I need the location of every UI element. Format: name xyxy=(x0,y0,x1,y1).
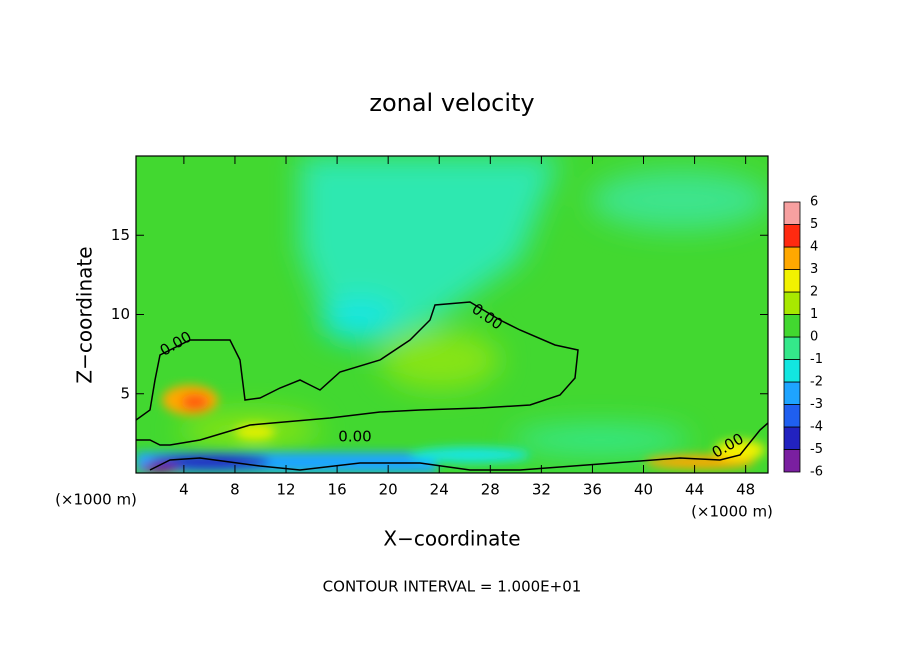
colorbar-box xyxy=(783,314,801,338)
x-tick-label: 40 xyxy=(634,481,653,499)
x-tick-label: 8 xyxy=(230,481,240,499)
x-tick-label: 28 xyxy=(481,481,500,499)
x-tick-label: 24 xyxy=(430,481,449,499)
colorbar-box xyxy=(783,269,801,293)
colorbar-label: -5 xyxy=(810,442,823,457)
footer-note: CONTOUR INTERVAL = 1.000E+01 xyxy=(323,578,582,596)
colorbar-label: -4 xyxy=(810,420,823,435)
x-tick-label: 44 xyxy=(685,481,704,499)
x-tick-label: 4 xyxy=(179,481,189,499)
colorbar-label: -6 xyxy=(810,465,823,480)
colorbar-label: 0 xyxy=(810,330,818,345)
colorbar-box xyxy=(783,381,801,405)
colorbar-box xyxy=(783,336,801,360)
colorbar-label: 5 xyxy=(810,217,818,232)
colorbar-label: 6 xyxy=(810,195,818,210)
x-unit-left: (×1000 m) xyxy=(55,491,137,509)
colorbar-label: -3 xyxy=(810,397,823,412)
colorbar-label: 1 xyxy=(810,307,818,322)
contour-line xyxy=(136,301,768,471)
y-tick-label: 5 xyxy=(120,384,130,402)
x-tick-label: 12 xyxy=(276,481,295,499)
colorbar-box xyxy=(783,246,801,270)
y-tick-label: 10 xyxy=(111,305,130,323)
x-tick-label: 48 xyxy=(736,481,755,499)
colorbar-box xyxy=(783,201,801,225)
x-unit-right: (×1000 m) xyxy=(691,503,773,521)
colorbar-box xyxy=(783,291,801,315)
field-shading xyxy=(136,156,768,473)
colorbar-label: 3 xyxy=(810,262,818,277)
x-tick-label: 36 xyxy=(583,481,602,499)
x-tick-label: 32 xyxy=(532,481,551,499)
colorbar-box xyxy=(783,426,801,450)
colorbar-box xyxy=(783,359,801,383)
colorbar-box xyxy=(783,404,801,428)
colorbar-label: 2 xyxy=(810,285,818,300)
x-tick-label: 16 xyxy=(328,481,347,499)
colorbar-label: 4 xyxy=(810,240,818,255)
colorbar-box xyxy=(783,449,801,473)
x-axis-label: X−coordinate xyxy=(383,527,520,551)
x-tick-label: 20 xyxy=(379,481,398,499)
colorbar-label: -2 xyxy=(810,375,823,390)
contour-label: 0.00 xyxy=(338,428,371,446)
y-tick-label: 15 xyxy=(111,226,130,244)
y-axis-label: Z−coordinate xyxy=(73,246,97,383)
chart-title: zonal velocity xyxy=(369,89,534,117)
colorbar-box xyxy=(783,224,801,248)
colorbar-label: -1 xyxy=(810,352,823,367)
